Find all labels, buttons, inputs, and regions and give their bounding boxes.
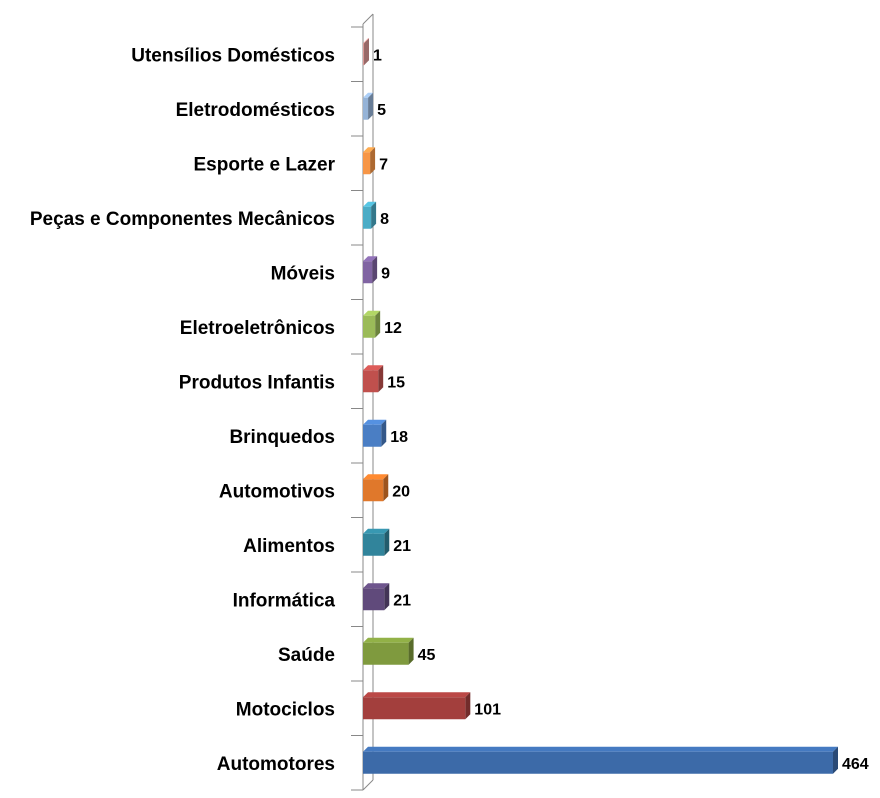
bar bbox=[363, 315, 376, 338]
bar-side bbox=[371, 201, 377, 229]
category-label: Peças e Componentes Mecânicos bbox=[30, 209, 335, 230]
category-label: Eletrodomésticos bbox=[176, 100, 335, 121]
bar-side bbox=[383, 474, 389, 502]
category-label: Automotivos bbox=[219, 481, 335, 502]
category-label: Informática bbox=[233, 590, 336, 611]
value-label: 45 bbox=[418, 647, 436, 664]
category-label: Móveis bbox=[271, 263, 335, 284]
value-label: 9 bbox=[381, 265, 390, 282]
bar bbox=[363, 697, 466, 720]
value-label: 1 bbox=[373, 47, 382, 64]
category-label: Eletroeletrônicos bbox=[180, 318, 335, 339]
bar bbox=[363, 479, 384, 502]
bar-side bbox=[378, 365, 384, 393]
bar-side bbox=[368, 92, 374, 120]
bar-top bbox=[363, 692, 471, 698]
bar bbox=[363, 152, 371, 175]
bar-top bbox=[363, 637, 414, 643]
value-label: 18 bbox=[390, 429, 408, 446]
bar-top bbox=[363, 256, 378, 262]
bar-side bbox=[408, 637, 414, 665]
value-label: 21 bbox=[393, 592, 411, 609]
value-label: 5 bbox=[377, 102, 386, 119]
bar-top bbox=[363, 746, 838, 752]
bar-top bbox=[363, 201, 377, 207]
value-label: 8 bbox=[380, 211, 389, 228]
category-label: Utensílios Domésticos bbox=[131, 45, 335, 66]
bar-top bbox=[363, 474, 389, 480]
category-label: Produtos Infantis bbox=[179, 372, 335, 393]
value-label: 15 bbox=[387, 374, 405, 391]
bar-side bbox=[384, 583, 390, 611]
bar-side bbox=[384, 528, 390, 556]
axis-bottom-edge bbox=[362, 779, 374, 791]
bar-side bbox=[375, 310, 381, 338]
bar-top bbox=[363, 419, 387, 425]
category-label: Alimentos bbox=[243, 536, 335, 557]
category-label: Motociclos bbox=[236, 699, 335, 720]
bar bbox=[363, 43, 365, 66]
value-label: 7 bbox=[379, 156, 388, 173]
axis-top-edge bbox=[362, 13, 374, 25]
value-label: 464 bbox=[842, 756, 869, 773]
category-label: Brinquedos bbox=[229, 427, 335, 448]
value-label: 20 bbox=[392, 483, 410, 500]
category-label: Esporte e Lazer bbox=[194, 154, 336, 175]
bar-top bbox=[363, 38, 370, 44]
bar-top bbox=[363, 365, 384, 371]
bar bbox=[363, 533, 385, 556]
bar bbox=[363, 642, 409, 665]
bar-side bbox=[833, 746, 838, 774]
bar-side bbox=[372, 256, 378, 284]
bar bbox=[363, 261, 373, 284]
bar-top bbox=[363, 583, 390, 589]
bar-top bbox=[363, 147, 376, 153]
bar bbox=[363, 751, 833, 774]
bar-top bbox=[363, 92, 374, 98]
bar-side bbox=[364, 38, 370, 66]
value-label: 101 bbox=[474, 701, 501, 718]
bar-top bbox=[363, 310, 381, 316]
category-label: Saúde bbox=[278, 645, 335, 666]
category-label: Automotores bbox=[217, 754, 335, 775]
bar bbox=[363, 588, 385, 611]
bar-top bbox=[363, 528, 390, 534]
bar-side bbox=[381, 419, 387, 447]
value-label: 12 bbox=[384, 320, 402, 337]
bar bbox=[363, 424, 382, 447]
bar bbox=[363, 97, 369, 120]
bar bbox=[363, 206, 372, 229]
bar-side bbox=[370, 147, 376, 175]
bar-side bbox=[465, 692, 471, 720]
bar bbox=[363, 370, 379, 393]
axis-wall bbox=[362, 13, 374, 791]
value-label: 21 bbox=[393, 538, 411, 555]
